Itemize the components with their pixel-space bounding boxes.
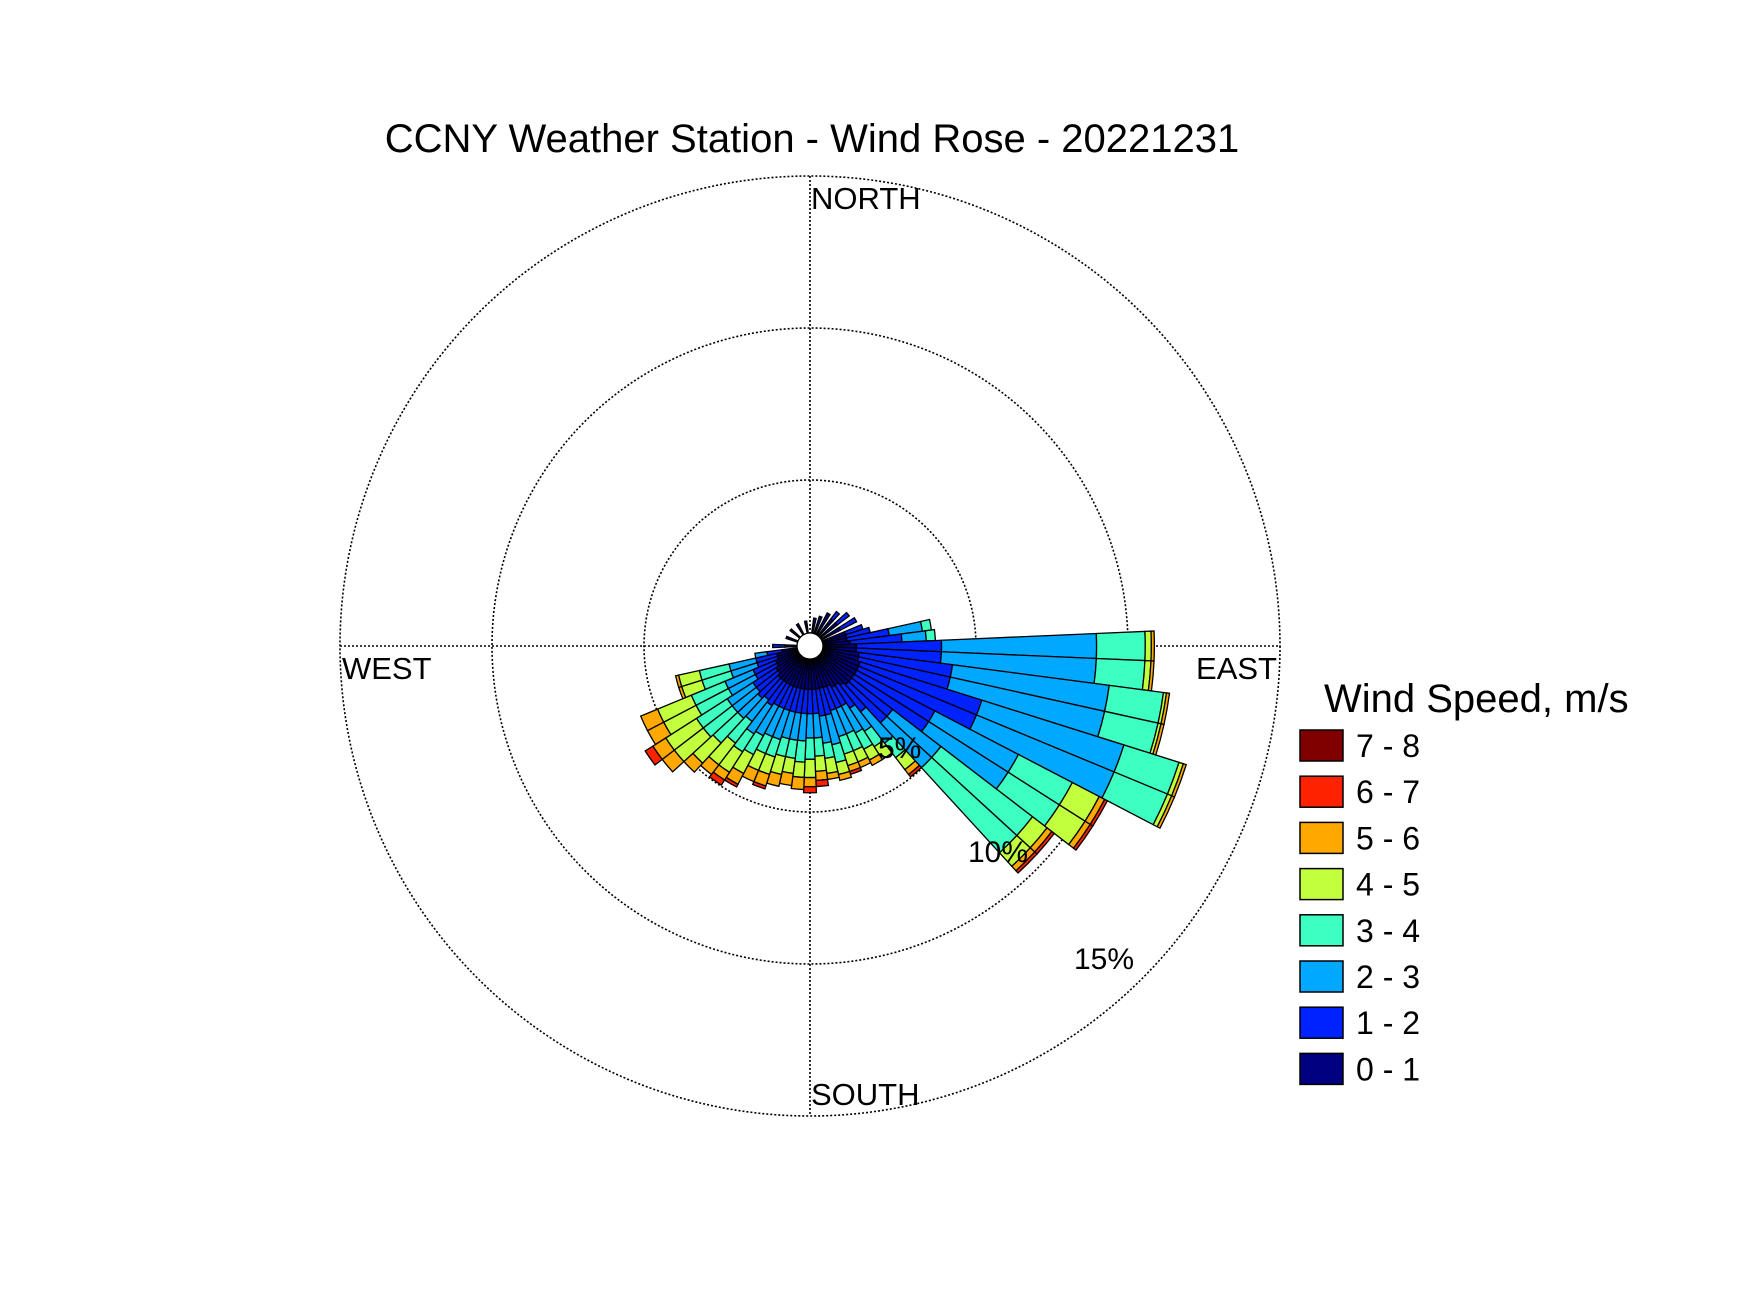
direction-label-north: NORTH [811,181,921,216]
legend-label-6: 6 - 7 [1356,774,1420,810]
wedge-dir-270-bin-1 [772,643,786,649]
legend-swatch-2 [1299,960,1344,993]
wedge-dir-90-bin-3 [1095,630,1146,662]
wedge-dir-115-bin-5 [1156,794,1176,830]
radial-tick-label-15: 15% [1074,943,1134,976]
wind-rose-wedges [639,610,1188,874]
wedge-dir-260-bin-2 [754,650,769,659]
wedge-dir-50-bin-1 [834,611,851,627]
wedge-dir-140-bin-6 [907,764,923,778]
center-hole [796,632,824,660]
wedge-dir-180-bin-6 [802,785,818,794]
wedge-dir-215-bin-6 [708,771,726,787]
wedge-dir-180-bin-3 [804,737,816,760]
legend-items: 7 - 8 6 - 7 5 - 6 4 - 5 3 - 4 2 - 3 1 - 2 0 - 1 [1299,728,1420,1087]
legend-label-1: 1 - 2 [1356,1005,1420,1041]
wedge-dir-175-bin-6 [815,778,830,788]
wedge-dir-175-bin-3 [813,736,826,757]
chart-title: CCNY Weather Station - Wind Rose - 20221… [385,117,1240,161]
legend-label-2: 2 - 3 [1356,959,1420,995]
wedge-dir-200-bin-6 [751,780,767,790]
legend-swatch-1 [1299,1006,1344,1039]
legend-swatch-0 [1299,1052,1344,1086]
legend-label-5: 5 - 6 [1356,820,1420,856]
direction-label-west: WEST [342,651,432,686]
legend-swatch-6 [1299,775,1344,808]
wedge-dir-40-bin-1 [829,610,841,622]
legend-title: Wind Speed, m/s [1324,677,1629,721]
wedge-dir-180-bin-5 [803,776,817,788]
wedge-dir-350-bin-0 [803,620,810,635]
legend-label-4: 4 - 5 [1356,867,1420,903]
radial-tick-label-10: 10% [968,836,1028,869]
wedge-dir-245-bin-5 [639,708,665,732]
wedge-dir-85-bin-3 [924,628,937,642]
wedge-dir-255-bin-5 [674,674,683,689]
wedge-dir-165-bin-5 [837,770,853,782]
direction-label-south: SOUTH [811,1077,920,1112]
legend-label-0: 0 - 1 [1356,1051,1420,1087]
radial-tick-label-5: 5% [878,732,921,765]
wedge-dir-310-bin-0 [789,628,802,640]
wedge-dir-175-bin-5 [814,769,829,782]
wedge-dir-150-bin-5 [868,753,884,767]
wedge-dir-180-bin-4 [803,758,817,779]
wedge-dir-90-bin-4 [1144,630,1152,662]
legend-swatch-5 [1299,821,1344,855]
legend-swatch-4 [1299,867,1344,901]
legend-label-3: 3 - 4 [1356,913,1420,949]
wedge-dir-80-bin-3 [919,618,933,632]
wedge-dir-135-bin-6 [1015,851,1038,874]
wedge-dir-60-bin-1 [838,616,858,632]
direction-label-east: EAST [1196,651,1277,686]
wedge-dir-185-bin-5 [790,775,805,791]
wedge-dir-270-bin-0 [784,644,798,648]
legend-label-7: 7 - 8 [1356,728,1420,764]
legend: Wind Speed, m/s 7 - 8 6 - 7 5 - 6 4 - 5 3 - … [1299,677,1629,1087]
legend-swatch-7 [1299,729,1344,762]
wedge-dir-170-bin-5 [826,770,840,781]
wedge-dir-235-bin-6 [644,745,664,766]
wedge-dir-290-bin-0 [785,635,799,643]
wedge-dir-330-bin-0 [795,622,805,636]
legend-swatch-3 [1299,914,1344,947]
wedge-dir-90-bin-5 [1150,630,1156,662]
wedge-dir-125-bin-6 [1072,823,1094,851]
wedge-dir-175-bin-4 [814,754,828,773]
